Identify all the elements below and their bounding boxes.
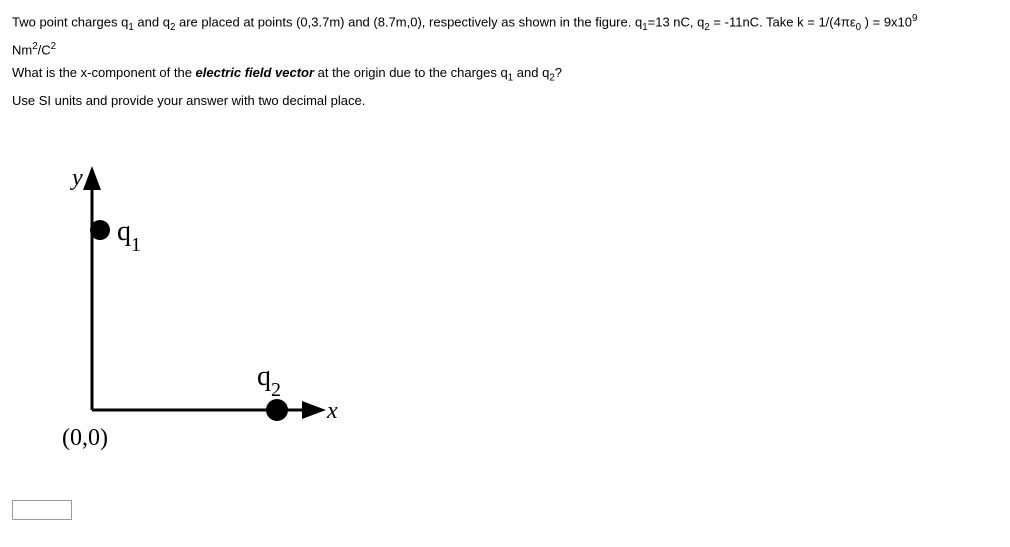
answer-input[interactable] [12, 500, 72, 520]
text: are placed at points (0,3.7m) and (8.7m,… [175, 14, 642, 29]
problem-line-1: Two point charges q1 and q2 are placed a… [12, 12, 998, 36]
text: What is the x-component of the [12, 65, 196, 80]
q2-charge [266, 399, 288, 421]
origin-label: (0,0) [62, 425, 108, 451]
text: =13 nC, q [648, 14, 705, 29]
text: Nm [12, 42, 32, 57]
text: at the origin due to the charges q [314, 65, 508, 80]
superscript: 2 [51, 41, 56, 52]
superscript: 9 [912, 13, 917, 24]
text: /C [38, 42, 51, 57]
q1-charge [90, 220, 110, 240]
y-axis-label: y [70, 165, 83, 191]
text: Two point charges q [12, 14, 128, 29]
x-axis-label: x [326, 398, 338, 424]
q2-label: q2 [257, 361, 281, 401]
text: ? [555, 65, 562, 80]
text: and q [513, 65, 549, 80]
emphasis: electric field vector [196, 65, 315, 80]
text: ) = 9x10 [861, 14, 912, 29]
physics-diagram: y x (0,0) q1 q2 [42, 160, 362, 470]
q1-label: q1 [117, 216, 141, 256]
text: = -11nC. Take k = 1/(4πε [710, 14, 856, 29]
problem-line-4: Use SI units and provide your answer wit… [12, 91, 998, 111]
problem-line-3: What is the x-component of the electric … [12, 63, 998, 86]
diagram-svg: y x (0,0) q1 q2 [42, 160, 362, 470]
text: and q [134, 14, 170, 29]
problem-line-2: Nm2/C2 [12, 40, 998, 60]
